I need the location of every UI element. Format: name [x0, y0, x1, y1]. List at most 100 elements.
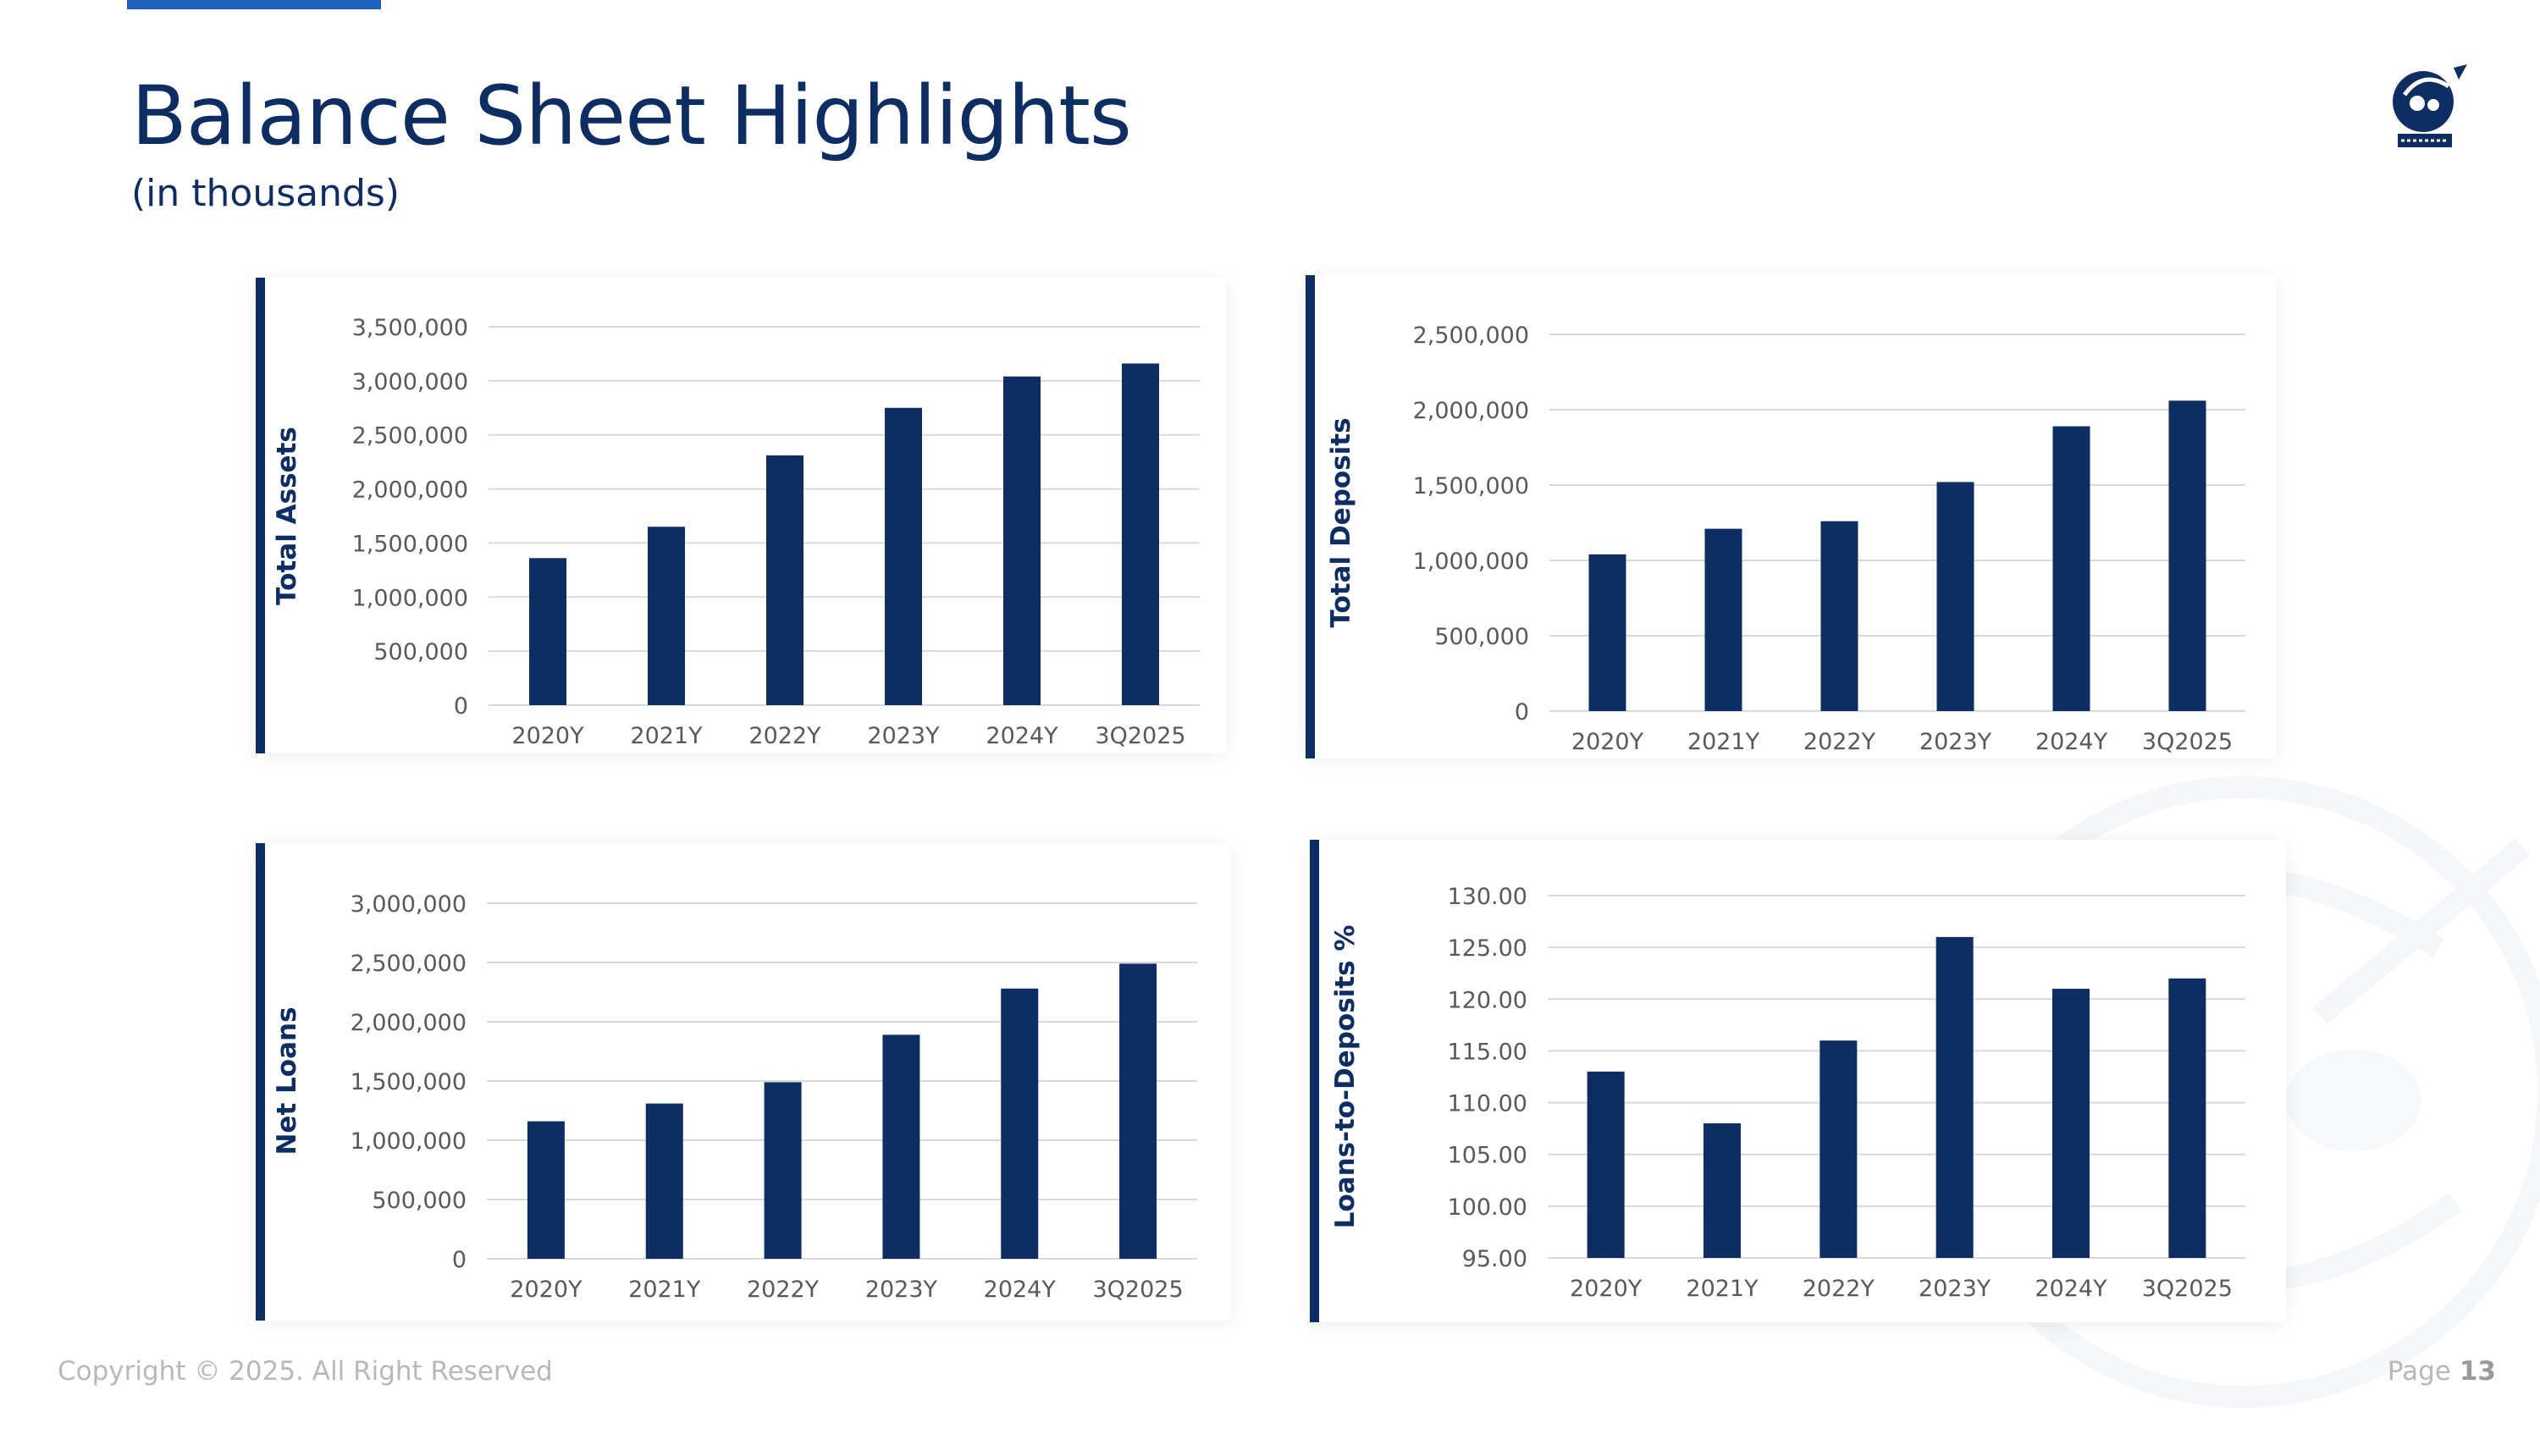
- page-title: Balance Sheet Highlights: [131, 69, 1132, 163]
- bar-2020y: [529, 558, 566, 705]
- x-tick-label: 2023Y: [865, 1277, 938, 1303]
- y-tick-label: 110.00: [1448, 1091, 1527, 1117]
- page-number: 13: [2459, 1356, 2496, 1387]
- bar-2021y: [648, 527, 685, 705]
- y-tick-label: 0: [1515, 699, 1529, 725]
- y-tick-label: 0: [454, 693, 468, 720]
- x-tick-label: 2022Y: [1803, 1276, 1875, 1302]
- bar-2022y: [1819, 1040, 1858, 1258]
- y-axis-label: Loans-to-Deposits %: [1330, 925, 1361, 1229]
- x-tick-label: 2023Y: [867, 723, 940, 749]
- y-tick-label: 105.00: [1448, 1143, 1527, 1169]
- bar-2024y: [2052, 426, 2090, 711]
- y-tick-label: 1,500,000: [1413, 473, 1529, 499]
- chart-card-total-deposits: 0 500,000 1,000,000 1,500,000 2,000,000 2,500…: [1306, 275, 2276, 758]
- x-tick-label: 2020Y: [510, 1277, 583, 1303]
- bar-2020y: [1588, 554, 1626, 711]
- y-tick-label: 1,500,000: [352, 531, 468, 557]
- bar-3q2025: [1119, 963, 1157, 1259]
- y-tick-label: 95.00: [1462, 1246, 1527, 1272]
- chart-card-net-loans: 0 500,000 1,000,000 1,500,000 2,000,000 2,500…: [256, 843, 1231, 1321]
- y-tick-label: 2,500,000: [352, 423, 468, 449]
- y-tick-label: 2,000,000: [352, 477, 468, 504]
- y-tick-label: 1,000,000: [351, 1128, 467, 1155]
- chart-accent-bar: [256, 278, 265, 753]
- y-tick-label: 1,500,000: [351, 1069, 467, 1095]
- y-tick-label: 3,000,000: [352, 369, 468, 395]
- y-tick-label: 2,000,000: [351, 1010, 467, 1036]
- total-deposits-chart: 0 500,000 1,000,000 1,500,000 2,000,000 2,500…: [1326, 323, 2245, 755]
- chart-accent-bar: [1310, 840, 1319, 1322]
- x-tick-label: 3Q2025: [2142, 729, 2233, 755]
- bar-2024y: [2052, 989, 2090, 1258]
- bar-2023y: [885, 407, 922, 705]
- x-tick-label: 2021Y: [1686, 1276, 1759, 1302]
- total-assets-chart: 0 500,000 1,000,000 1,500,000 2,000,000 2,500…: [272, 315, 1200, 749]
- y-axis-label: Net Loans: [272, 1007, 302, 1155]
- x-tick-label: 2023Y: [1919, 1276, 1991, 1302]
- bar-2022y: [764, 1082, 802, 1259]
- bar-2021y: [1704, 528, 1742, 711]
- bar-3q2025: [1122, 363, 1159, 705]
- x-tick-label: 2020Y: [1571, 729, 1644, 755]
- pirate-logo-icon: [2393, 64, 2467, 147]
- bar-2023y: [1936, 482, 1974, 711]
- x-tick-label: 2020Y: [1570, 1276, 1643, 1302]
- x-tick-label: 3Q2025: [1095, 723, 1185, 749]
- net-loans-chart: 0 500,000 1,000,000 1,500,000 2,000,000 2,500…: [272, 891, 1197, 1303]
- page-subtitle: (in thousands): [131, 172, 400, 215]
- y-tick-label: 500,000: [373, 639, 468, 665]
- y-tick-label: 2,000,000: [1413, 398, 1529, 424]
- x-tick-label: 2022Y: [748, 723, 821, 749]
- bar-2023y: [1935, 936, 1974, 1258]
- y-tick-label: 100.00: [1448, 1194, 1527, 1221]
- footer-copyright: Copyright © 2025. All Right Reserved: [58, 1356, 553, 1387]
- y-tick-label: 1,000,000: [1413, 549, 1529, 575]
- y-axis-label: Total Assets: [272, 427, 302, 605]
- bar-2022y: [1820, 521, 1858, 711]
- y-tick-label: 1,000,000: [352, 585, 468, 611]
- bar-3q2025: [2168, 978, 2206, 1258]
- chart-card-total-assets: 0 500,000 1,000,000 1,500,000 2,000,000 2,500…: [256, 278, 1226, 753]
- bar-2022y: [766, 455, 803, 705]
- x-tick-label: 2023Y: [1919, 729, 1992, 755]
- x-tick-label: 3Q2025: [2142, 1276, 2233, 1302]
- y-tick-label: 2,500,000: [351, 951, 467, 977]
- bar-2024y: [1001, 988, 1039, 1259]
- y-tick-label: 130.00: [1448, 884, 1527, 910]
- y-tick-label: 500,000: [1434, 624, 1529, 650]
- chart-accent-bar: [1306, 275, 1315, 758]
- x-tick-label: 2022Y: [747, 1277, 820, 1303]
- footer-page-number: Page 13: [2388, 1356, 2496, 1387]
- chart-accent-bar: [256, 843, 265, 1321]
- x-tick-label: 2021Y: [628, 1277, 701, 1303]
- y-tick-label: 500,000: [372, 1188, 467, 1214]
- bar-2021y: [645, 1103, 683, 1259]
- y-tick-label: 125.00: [1448, 935, 1527, 962]
- x-tick-label: 3Q2025: [1093, 1277, 1184, 1303]
- bar-2020y: [1587, 1071, 1625, 1258]
- y-tick-label: 115.00: [1448, 1039, 1527, 1065]
- bar-2020y: [527, 1121, 565, 1259]
- x-tick-label: 2021Y: [630, 723, 703, 749]
- chart-card-loans-to-deposits: 95.00 100.00 105.00 110.00 115.00 120.00 125.0…: [1310, 840, 2286, 1322]
- x-tick-label: 2024Y: [986, 723, 1058, 749]
- y-tick-label: 120.00: [1448, 987, 1527, 1013]
- y-tick-label: 3,000,000: [351, 891, 467, 918]
- loans-to-deposits-chart: 95.00 100.00 105.00 110.00 115.00 120.00 125.0…: [1330, 884, 2245, 1302]
- x-tick-label: 2022Y: [1803, 729, 1876, 755]
- x-tick-label: 2024Y: [2035, 1276, 2107, 1302]
- bar-3q2025: [2168, 400, 2206, 711]
- bar-2021y: [1703, 1123, 1741, 1258]
- y-tick-label: 3,500,000: [352, 315, 468, 341]
- bar-2024y: [1003, 376, 1041, 705]
- x-tick-label: 2020Y: [511, 723, 584, 749]
- x-tick-label: 2021Y: [1687, 729, 1760, 755]
- page-label: Page: [2387, 1356, 2451, 1387]
- bar-2023y: [882, 1034, 920, 1259]
- y-tick-label: 2,500,000: [1413, 323, 1529, 349]
- x-tick-label: 2024Y: [984, 1277, 1057, 1303]
- y-tick-label: 0: [452, 1247, 467, 1273]
- top-accent-bar: [127, 0, 381, 9]
- y-axis-label: Total Deposits: [1326, 417, 1356, 627]
